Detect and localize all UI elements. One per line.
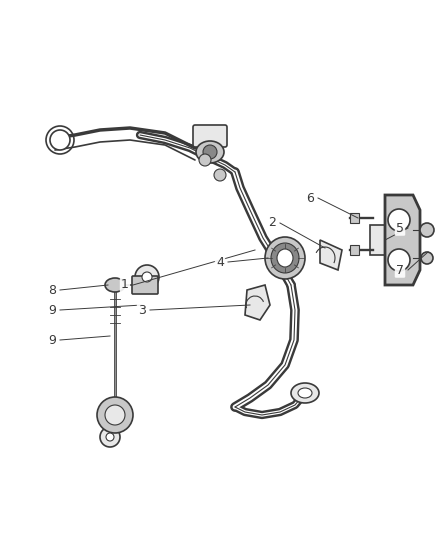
Circle shape <box>388 209 410 231</box>
Circle shape <box>388 249 410 271</box>
Text: 6: 6 <box>306 191 314 205</box>
Circle shape <box>105 405 125 425</box>
FancyBboxPatch shape <box>132 276 158 294</box>
Circle shape <box>100 427 120 447</box>
Ellipse shape <box>265 237 305 279</box>
Text: 1: 1 <box>121 279 129 292</box>
Circle shape <box>420 223 434 237</box>
Polygon shape <box>350 245 359 255</box>
Text: 4: 4 <box>216 255 224 269</box>
Circle shape <box>199 154 211 166</box>
Polygon shape <box>370 225 385 255</box>
Polygon shape <box>320 240 342 270</box>
Text: 9: 9 <box>48 334 56 346</box>
Polygon shape <box>385 195 420 285</box>
Polygon shape <box>350 213 359 223</box>
Ellipse shape <box>298 388 312 398</box>
Text: 2: 2 <box>268 216 276 230</box>
Text: 7: 7 <box>396 263 404 277</box>
Ellipse shape <box>105 278 125 292</box>
Ellipse shape <box>196 141 224 163</box>
Ellipse shape <box>291 383 319 403</box>
Circle shape <box>421 252 433 264</box>
Polygon shape <box>245 285 270 320</box>
Text: 9: 9 <box>48 303 56 317</box>
Text: 5: 5 <box>396 222 404 235</box>
Ellipse shape <box>277 249 293 267</box>
Text: 3: 3 <box>138 303 146 317</box>
Circle shape <box>97 397 133 433</box>
Circle shape <box>203 145 217 159</box>
Circle shape <box>50 130 70 150</box>
Circle shape <box>106 433 114 441</box>
Text: 8: 8 <box>48 284 56 296</box>
FancyBboxPatch shape <box>193 125 227 147</box>
Circle shape <box>214 169 226 181</box>
Circle shape <box>135 265 159 289</box>
Circle shape <box>142 272 152 282</box>
Ellipse shape <box>271 243 299 273</box>
